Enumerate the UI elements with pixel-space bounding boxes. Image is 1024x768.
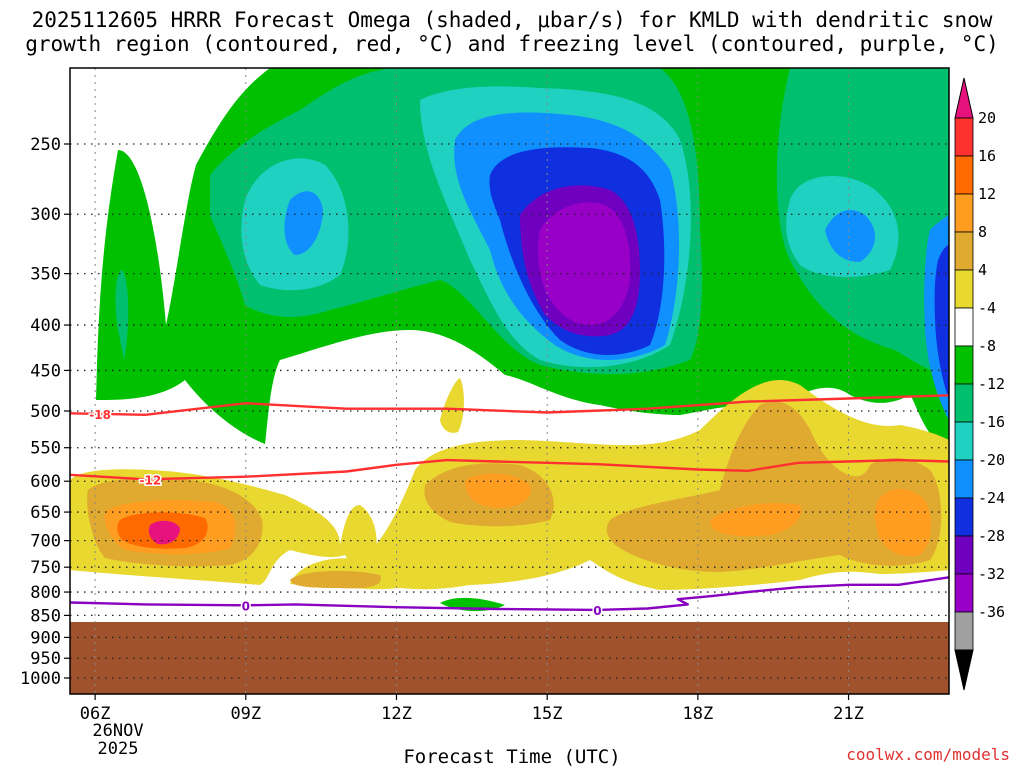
y-tick-label: 950 (30, 649, 61, 669)
contour-label: -12 (140, 473, 162, 487)
chart-title-line-1: 2025112605 HRRR Forecast Omega (shaded, … (31, 8, 993, 32)
colorbar-label: -20 (978, 451, 1005, 469)
y-tick-label: 900 (30, 628, 61, 648)
contour-line (70, 394, 949, 416)
x-date-day: 26NOV (92, 721, 143, 741)
omega-region-p20 (148, 520, 180, 545)
plot-frame (69, 67, 950, 695)
chart-title: 2025112605 HRRR Forecast Omega (shaded, … (0, 8, 1024, 56)
y-tick-label: 600 (30, 472, 61, 492)
y-tick-label: 800 (30, 583, 61, 603)
colorbar-segment (954, 497, 974, 537)
x-date-year: 2025 (98, 739, 139, 759)
x-tick-label: 21Z (833, 704, 864, 724)
colorbar: 20 16 12 8 4 -4 -8 -12 -16 -20 -24 -28 -32 -36 (954, 77, 1005, 691)
omega-shading (70, 68, 949, 694)
colorbar-label: -16 (978, 413, 1005, 431)
y-tick-label: 350 (30, 265, 61, 285)
contour-line (70, 458, 949, 481)
colorbar-label: -32 (978, 565, 1005, 583)
colorbar-label: -8 (978, 337, 996, 355)
colorbar-segment (954, 383, 974, 423)
colorbar-segment (954, 421, 974, 461)
x-tick-label: 12Z (381, 704, 412, 724)
y-tick-label: 750 (30, 558, 61, 578)
colorbar-label: -36 (978, 603, 1005, 621)
colorbar-top-arrow (954, 77, 974, 119)
y-axis: 2503003504004505005506006507007508008509… (20, 135, 70, 689)
y-tick-label: 500 (30, 402, 61, 422)
omega-region-p12 (104, 473, 932, 557)
colorbar-segment (954, 345, 974, 385)
colorbar-segment (954, 231, 974, 271)
colorbar-label: -4 (978, 299, 996, 317)
x-tick-label: 06Z (80, 704, 111, 724)
colorbar-label: 4 (978, 261, 987, 279)
colorbar-label: -28 (978, 527, 1005, 545)
contour-label: -18 (89, 408, 111, 422)
contours: -18 -12 0 0 (70, 394, 949, 619)
colorbar-segment (954, 307, 974, 347)
y-tick-label: 850 (30, 606, 61, 626)
x-tick-label: 09Z (230, 704, 261, 724)
contour-label: 0 (242, 599, 250, 613)
x-axis-label: Forecast Time (UTC) (403, 746, 621, 768)
credit-link[interactable]: coolwx.com/models (846, 745, 1010, 764)
colorbar-label: -24 (978, 489, 1005, 507)
colorbar-segment (954, 155, 974, 195)
y-tick-label: 450 (30, 361, 61, 381)
y-tick-label: 250 (30, 135, 61, 155)
colorbar-label: 8 (978, 223, 987, 241)
colorbar-segment (954, 117, 974, 157)
colorbar-bottom-arrow (954, 649, 974, 691)
y-tick-label: 1000 (20, 669, 61, 689)
y-tick-label: 650 (30, 503, 61, 523)
colorbar-segment (954, 193, 974, 233)
omega-region-m28 (537, 202, 631, 325)
x-axis: 06Z 09Z 12Z 15Z 18Z 21Z (80, 694, 864, 724)
y-tick-label: 700 (30, 532, 61, 552)
colorbar-segment (954, 269, 974, 309)
colorbar-segment (954, 459, 974, 499)
colorbar-label: 16 (978, 147, 996, 165)
colorbar-label: 20 (978, 109, 996, 127)
x-tick-label: 18Z (682, 704, 713, 724)
contour-line (70, 576, 949, 612)
colorbar-label: -12 (978, 375, 1005, 393)
y-tick-label: 400 (30, 316, 61, 336)
colorbar-segment (954, 573, 974, 613)
chart-title-line-2: growth region (contoured, red, °C) and f… (25, 32, 999, 56)
y-tick-label: 550 (30, 439, 61, 459)
colorbar-label: 12 (978, 185, 996, 203)
x-tick-label: 15Z (532, 704, 563, 724)
colorbar-segment (954, 535, 974, 575)
contour-label: 0 (593, 604, 601, 618)
below-ground (70, 622, 949, 694)
colorbar-segment (954, 611, 974, 651)
y-tick-label: 300 (30, 205, 61, 225)
